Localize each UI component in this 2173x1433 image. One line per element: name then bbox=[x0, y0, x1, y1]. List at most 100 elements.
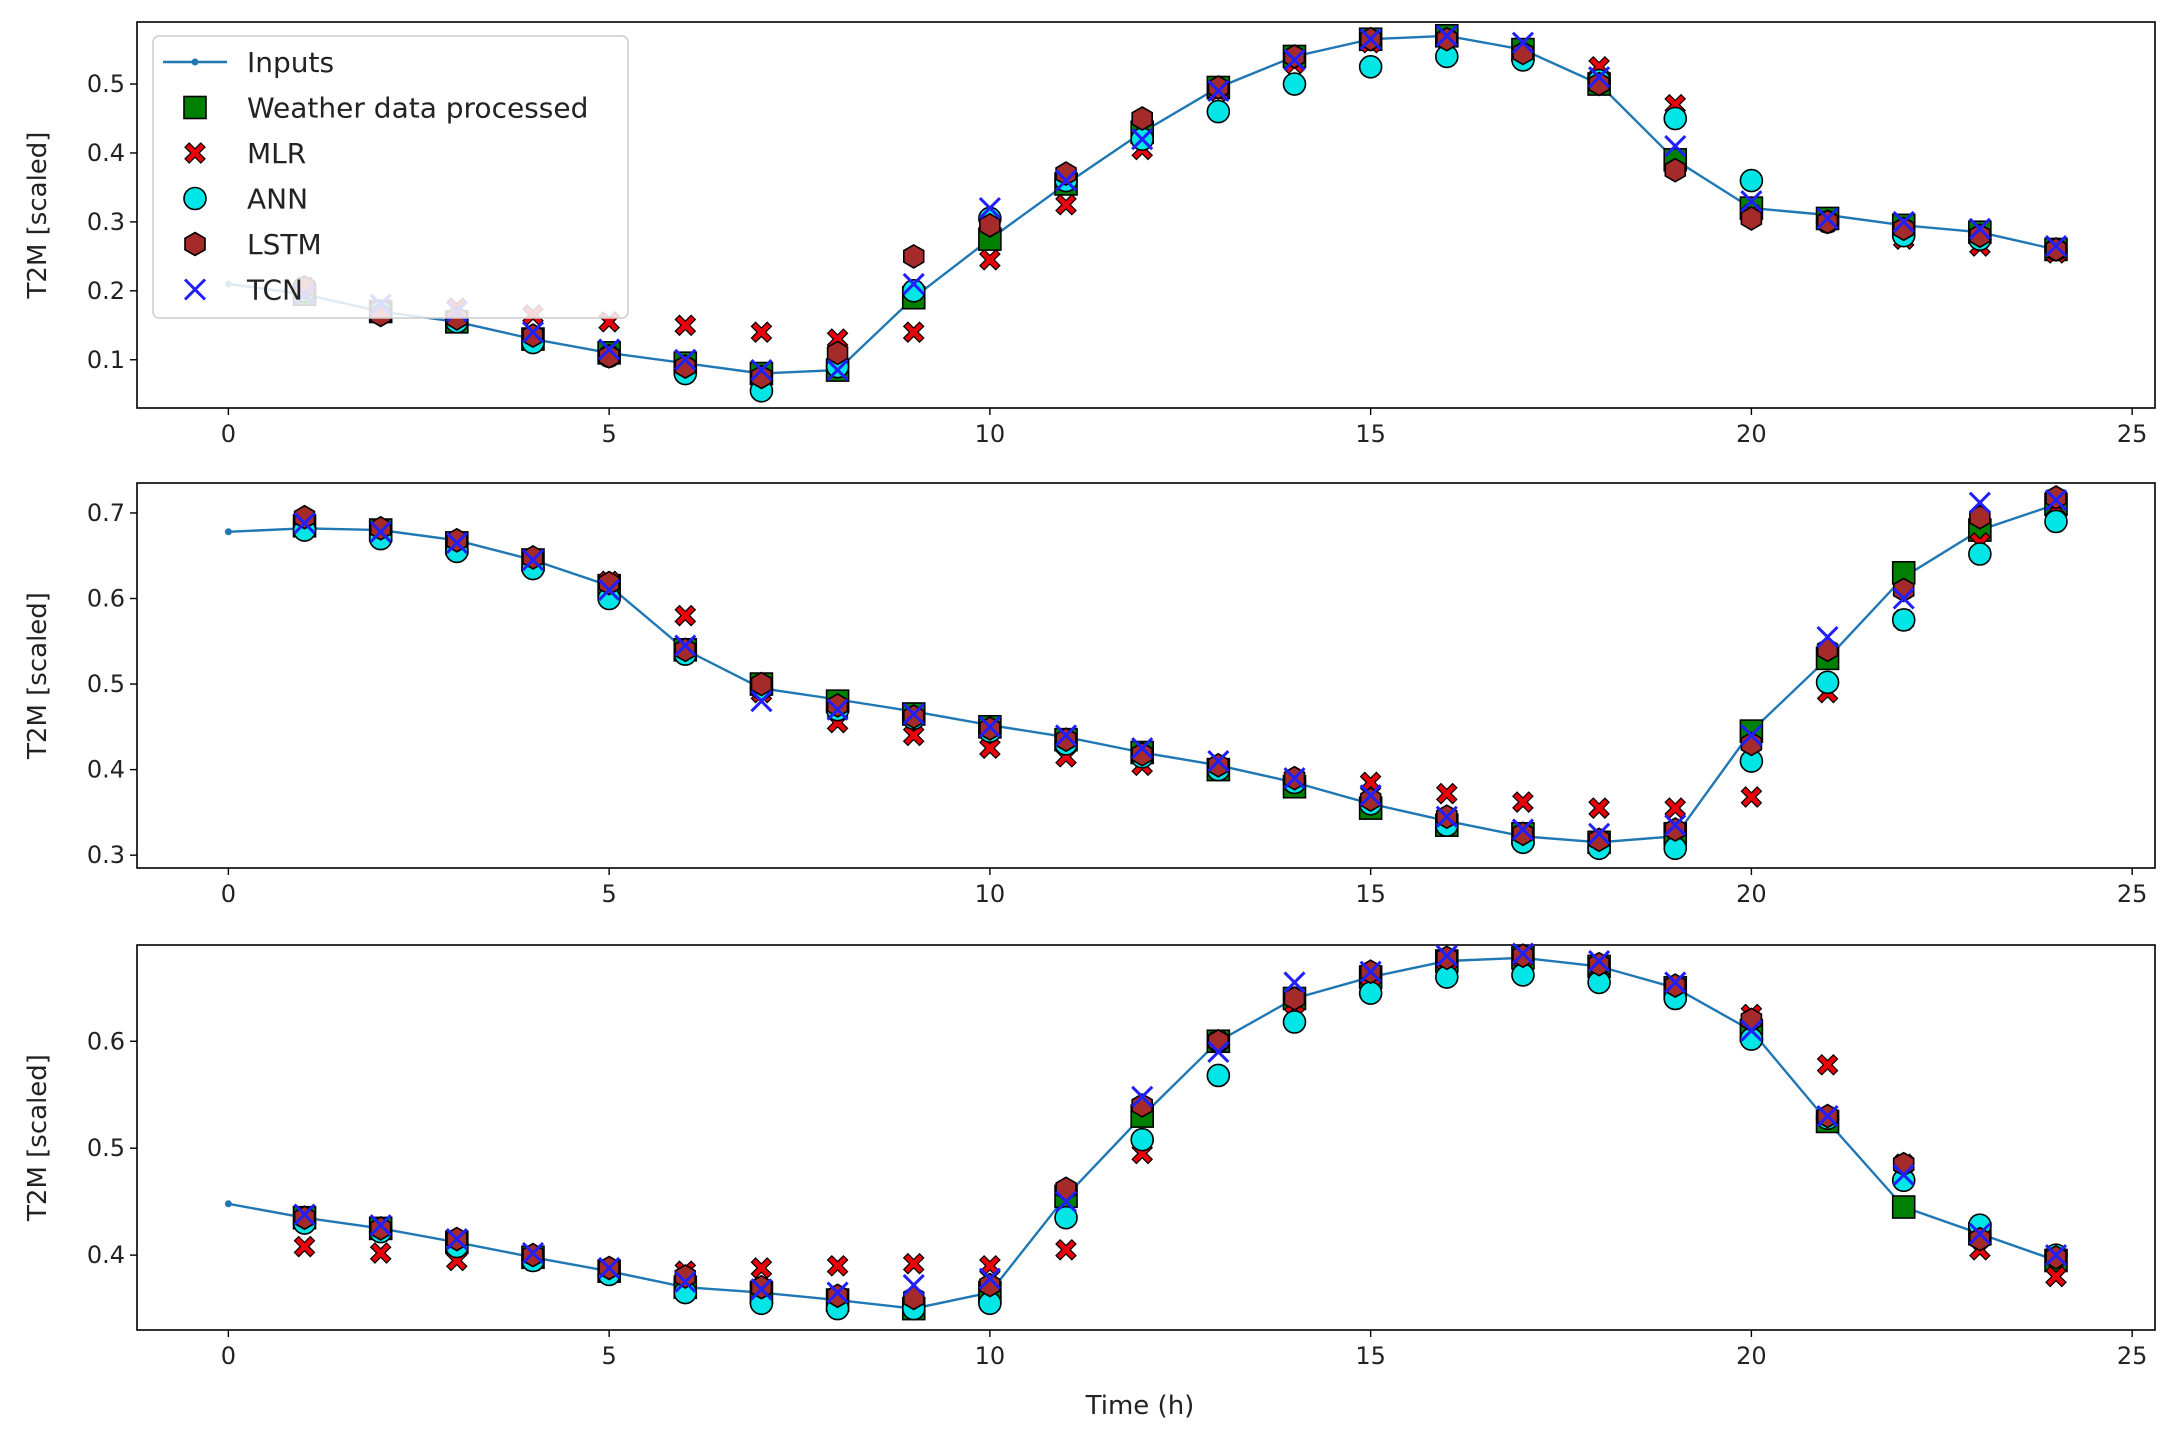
mlr-point bbox=[1435, 782, 1458, 805]
ann-point bbox=[1358, 981, 1383, 1005]
tcn-point bbox=[1359, 28, 1382, 51]
tcn-point bbox=[1664, 135, 1687, 158]
y-tick-label: 0.3 bbox=[87, 208, 125, 236]
mlr-point bbox=[902, 1252, 925, 1275]
tcn-point bbox=[1054, 724, 1078, 747]
lstm-point bbox=[1055, 161, 1077, 187]
ann-point bbox=[1815, 670, 1840, 695]
y-tick-label: 0.3 bbox=[87, 841, 125, 869]
legend-inputs-point bbox=[191, 58, 199, 66]
lstm-point bbox=[674, 354, 697, 380]
x-tick-label: 10 bbox=[975, 1342, 1006, 1370]
y-axis-label: T2M [scaled] bbox=[23, 592, 53, 760]
mlr-point bbox=[1816, 1053, 1839, 1076]
tcn-point bbox=[598, 338, 621, 361]
tcn-point bbox=[1054, 169, 1078, 192]
tcn-point bbox=[1283, 971, 1306, 994]
tcn-point bbox=[1131, 1085, 1154, 1108]
tcn-point bbox=[1816, 1105, 1839, 1128]
y-tick-label: 0.5 bbox=[87, 1134, 125, 1162]
tcn-point bbox=[1740, 1019, 1763, 1042]
tcn-point bbox=[1207, 749, 1230, 773]
tcn-point bbox=[674, 634, 697, 657]
lstm-point bbox=[1283, 986, 1306, 1011]
tcn-point bbox=[1435, 805, 1458, 828]
lstm-point bbox=[1892, 216, 1915, 242]
lstm-point bbox=[979, 212, 1001, 238]
tcn-point bbox=[293, 512, 316, 535]
y-tick-label: 0.6 bbox=[87, 1027, 125, 1055]
lstm-point bbox=[369, 1215, 392, 1241]
lstm-point bbox=[1512, 821, 1534, 847]
mlr-point bbox=[674, 314, 697, 337]
mlr-point bbox=[979, 248, 1001, 271]
mlr-point bbox=[979, 1254, 1001, 1277]
lstm-point bbox=[826, 340, 849, 366]
plot-frame bbox=[136, 482, 2156, 869]
ann-point bbox=[1891, 608, 1916, 632]
x-tick-label: 5 bbox=[601, 420, 616, 448]
tcn-point bbox=[1892, 210, 1915, 233]
tcn-point bbox=[1207, 1040, 1230, 1064]
tcn-point bbox=[1816, 625, 1839, 649]
mlr-point bbox=[1055, 193, 1077, 216]
lstm-point bbox=[1892, 577, 1915, 603]
tcn-point bbox=[1968, 1222, 1991, 1245]
tcn-point bbox=[674, 1270, 697, 1293]
x-tick-label: 15 bbox=[1355, 1342, 1386, 1370]
legend-lstm-marker bbox=[184, 231, 206, 257]
ann-point bbox=[1282, 72, 1307, 96]
mlr-point bbox=[293, 1235, 316, 1258]
lstm-point bbox=[1588, 951, 1610, 977]
x-tick-label: 5 bbox=[601, 1342, 616, 1370]
lstm-point bbox=[1283, 44, 1306, 69]
y-axis-label: T2M [scaled] bbox=[23, 132, 53, 300]
tcn-series bbox=[293, 942, 2068, 1304]
mlr-point bbox=[826, 1254, 849, 1277]
lstm-point bbox=[902, 243, 925, 269]
tcn-point bbox=[1283, 767, 1306, 790]
tcn-point bbox=[978, 1267, 1001, 1290]
lstm-point bbox=[1207, 752, 1230, 778]
tcn-point bbox=[1435, 944, 1458, 967]
tcn-point bbox=[750, 1278, 773, 1301]
ann-point bbox=[1663, 106, 1688, 131]
tcn-point bbox=[750, 690, 773, 713]
ann-point bbox=[901, 279, 926, 303]
x-tick-label: 15 bbox=[1355, 420, 1386, 448]
mlr-point bbox=[674, 604, 697, 627]
x-tick-label: 10 bbox=[975, 880, 1006, 908]
x-tick-label: 15 bbox=[1355, 880, 1386, 908]
lstm-point bbox=[598, 570, 620, 596]
mlr-point bbox=[979, 737, 1001, 760]
lstm-point bbox=[1588, 827, 1610, 853]
legend-label-ann: ANN bbox=[247, 183, 308, 216]
lstm-point bbox=[1055, 727, 1077, 753]
ann-point bbox=[1130, 1127, 1154, 1152]
tcn-point bbox=[1816, 207, 1839, 230]
lstm-point bbox=[826, 1283, 849, 1309]
y-tick-label: 0.4 bbox=[87, 139, 125, 167]
mlr-point bbox=[2045, 1265, 2067, 1288]
tcn-point bbox=[521, 321, 545, 344]
ann-point bbox=[1358, 55, 1383, 79]
lstm-point bbox=[293, 504, 316, 530]
legend-weather-marker bbox=[183, 95, 207, 120]
tcn-point bbox=[1892, 587, 1915, 610]
panel-3: 0 5 10 15 20 25 0.4 0.5 0.6 T2M [scaled] bbox=[23, 942, 2156, 1370]
lstm-point bbox=[1131, 741, 1153, 767]
legend-label-tcn: TCN bbox=[246, 274, 303, 307]
tcn-point bbox=[1588, 822, 1611, 845]
panel-2: 0 5 10 15 20 25 0.3 0.4 0.5 0.6 0.7 T2M [scaled] bbox=[23, 482, 2156, 908]
tcn-point bbox=[598, 1256, 621, 1280]
y-tick-label: 0.7 bbox=[87, 499, 125, 527]
tcn-point bbox=[1740, 190, 1763, 213]
weather-point bbox=[1891, 1195, 1916, 1219]
tcn-point bbox=[2044, 1244, 2068, 1267]
mlr-point bbox=[1055, 1238, 1077, 1261]
tcn-point bbox=[445, 531, 468, 554]
mlr-point bbox=[1740, 786, 1763, 808]
tcn-point bbox=[1511, 818, 1535, 841]
lstm-point bbox=[1664, 157, 1686, 183]
lstm-point bbox=[826, 692, 849, 718]
